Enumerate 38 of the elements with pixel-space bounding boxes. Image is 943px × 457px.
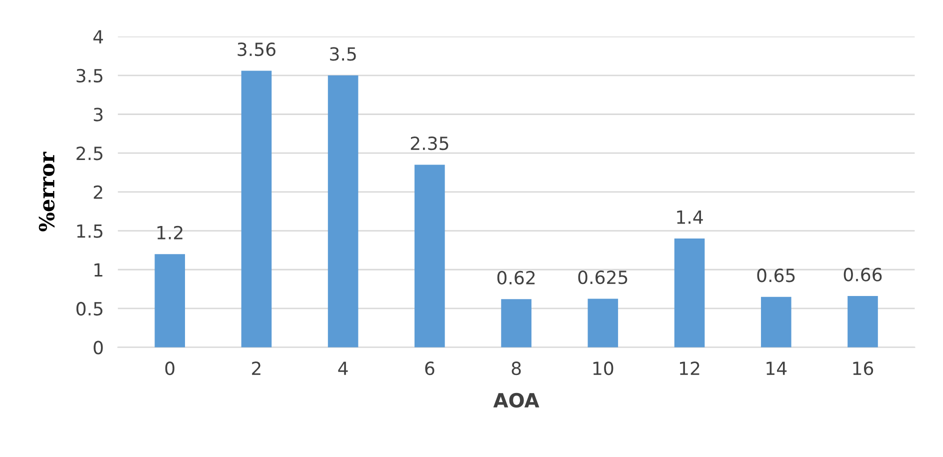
data-label: 1.2 <box>157 226 182 240</box>
y-tick-label: 4 <box>93 30 103 44</box>
x-tick-label: 10 <box>593 362 614 376</box>
bar <box>588 298 618 348</box>
x-tick-label: 14 <box>766 362 787 375</box>
bar <box>328 75 358 348</box>
bar <box>848 296 878 348</box>
y-tick-label: 3 <box>94 108 103 122</box>
x-tick-label: 2 <box>252 362 260 375</box>
y-tick-label: 0 <box>94 340 103 354</box>
y-axis-title: %error <box>38 152 55 232</box>
y-tick-label: 2 <box>94 185 102 199</box>
data-label: 1.4 <box>677 210 703 224</box>
data-label: 3.5 <box>330 47 356 61</box>
y-tick-label: 1 <box>94 263 102 276</box>
y-tick-label: 3.5 <box>76 68 102 83</box>
x-tick-label: 0 <box>165 362 174 376</box>
x-tick-label: 4 <box>338 362 348 375</box>
bar <box>414 164 445 348</box>
y-tick-label: 1.5 <box>77 224 102 238</box>
bar <box>154 254 185 348</box>
y-tick-label: 2.5 <box>76 146 102 160</box>
x-tick-label: 16 <box>853 362 874 376</box>
bar <box>241 70 272 348</box>
x-tick-label: 12 <box>680 362 700 375</box>
x-tick-label: 8 <box>512 362 521 376</box>
bar <box>674 238 705 348</box>
x-axis-title: AOA <box>493 392 540 408</box>
bar <box>760 296 792 348</box>
x-tick-label: 6 <box>425 362 434 376</box>
data-label: 0.66 <box>844 268 882 282</box>
bar <box>501 299 532 348</box>
data-label: 0.65 <box>757 268 795 282</box>
data-label: 0.62 <box>497 270 535 285</box>
y-tick-label: 0.5 <box>76 302 102 316</box>
data-label: 0.625 <box>578 270 628 284</box>
data-label: 3.56 <box>238 42 276 56</box>
data-label: 2.35 <box>410 136 448 150</box>
